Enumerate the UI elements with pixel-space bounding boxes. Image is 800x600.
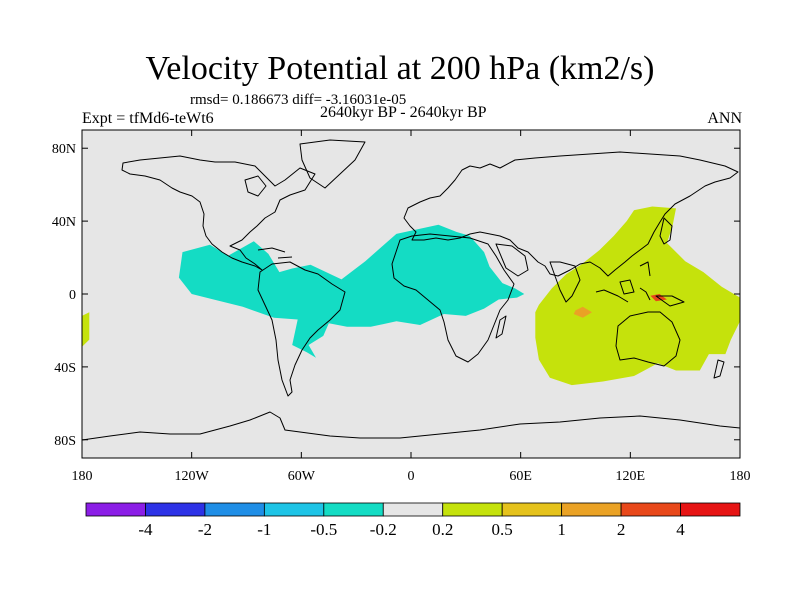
colorbar-swatch: [561, 502, 622, 517]
y-tick-label: 0: [69, 288, 76, 303]
coastline-japan: [659, 217, 673, 245]
colorbar-label: -4: [138, 520, 153, 539]
coastline-caribbean: [257, 247, 293, 259]
coastline-new-zealand: [713, 359, 725, 379]
colorbar-swatch: [442, 502, 503, 517]
coastline-arabia: [495, 243, 529, 277]
experiment-label: Expt = tfMd6-teWt6: [82, 110, 214, 127]
colorbar-label: 0.2: [432, 520, 453, 539]
contour-fills: [82, 206, 740, 386]
colorbar-swatch: [263, 502, 325, 517]
colorbar: -4 -2 -1 -0.5 -0.2 0.2 0.5 1 2 4: [85, 502, 741, 539]
colorbar-label: -1: [257, 520, 271, 539]
contour-region-2: [82, 312, 90, 347]
colorbar-label: 1: [557, 520, 566, 539]
colorbar-label: -2: [198, 520, 212, 539]
contour-region-0: [178, 224, 525, 358]
contour-region-3: [573, 306, 592, 318]
colorbar-swatch: [620, 502, 681, 517]
coastlines: [82, 139, 740, 441]
chart-title: Velocity Potential at 200 hPa (km2/s): [145, 50, 655, 87]
colorbar-swatch: [145, 502, 206, 517]
coastline-greenland: [299, 139, 366, 189]
colorbar-swatch: [323, 502, 384, 517]
x-tick-label: 0: [408, 469, 415, 484]
colorbar-swatch: [382, 502, 444, 517]
colorbar-label: 0.5: [492, 520, 513, 539]
x-tick-label: 120W: [175, 469, 210, 484]
x-tick-label: 180: [730, 469, 751, 484]
colorbar-label: 4: [676, 520, 685, 539]
y-tick-label: 40S: [54, 361, 76, 376]
contour-region-1: [535, 206, 740, 386]
coastline-antarctica: [82, 411, 740, 441]
coastline-africa: [391, 233, 515, 363]
x-tick-label: 120E: [616, 469, 646, 484]
season-label: ANN: [707, 110, 742, 127]
y-tick-label: 80N: [52, 142, 76, 157]
x-tick-label: 180: [72, 469, 93, 484]
colorbar-label: 2: [617, 520, 626, 539]
x-tick-label: 60W: [288, 469, 316, 484]
coastline-australia: [615, 311, 681, 367]
period-label: 2640kyr BP - 2640kyr BP: [320, 104, 487, 121]
coastline-north-america: [121, 155, 316, 271]
x-tick-label: 60E: [509, 469, 532, 484]
coastline-india: [549, 261, 581, 303]
coastline-eurasia: [403, 151, 739, 277]
colorbar-swatch: [204, 502, 265, 517]
colorbar-swatch: [680, 502, 741, 517]
coastline-maritime-continent: [595, 261, 685, 307]
rmsd-stats: rmsd= 0.186673 diff= -3.16031e-05: [190, 92, 407, 108]
colorbar-label: -0.2: [370, 520, 397, 539]
colorbar-swatch: [501, 502, 563, 517]
coastline-south-america: [257, 261, 346, 397]
axis-ticks: 180 120W 60W 0 60E 120E 180 80N 40N 0 40S 80S: [52, 130, 751, 484]
y-tick-label: 40N: [52, 215, 76, 230]
coastline-madagascar: [495, 315, 507, 339]
y-tick-label: 80S: [54, 434, 76, 449]
colorbar-swatch: [85, 502, 146, 517]
coastline-hudson-bay: [244, 175, 267, 197]
colorbar-label: -0.5: [310, 520, 337, 539]
